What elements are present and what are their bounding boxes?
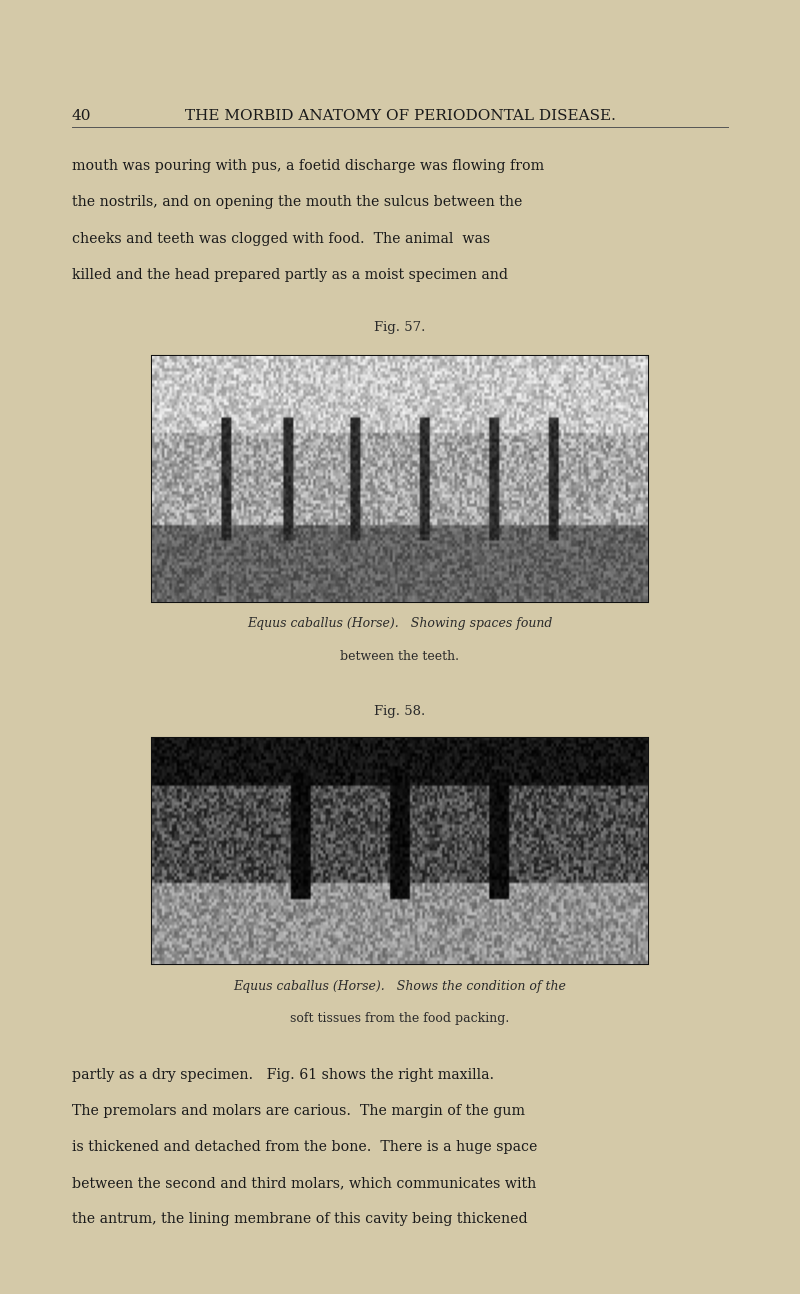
Text: between the second and third molars, which communicates with: between the second and third molars, whi… [72,1176,536,1190]
Text: is thickened and detached from the bone.  There is a huge space: is thickened and detached from the bone.… [72,1140,538,1154]
Text: 40: 40 [72,109,91,123]
Bar [152,738,648,964]
Bar [152,356,648,602]
Text: THE MORBID ANATOMY OF PERIODONTAL DISEASE.: THE MORBID ANATOMY OF PERIODONTAL DISEAS… [185,109,615,123]
Text: Equus caballus (Horse).   Showing spaces found: Equus caballus (Horse). Showing spaces f… [247,617,553,630]
Text: between the teeth.: between the teeth. [341,650,459,663]
Text: cheeks and teeth was clogged with food.  The animal  was: cheeks and teeth was clogged with food. … [72,232,490,246]
Text: partly as a dry specimen.   Fig. 61 shows the right maxilla.: partly as a dry specimen. Fig. 61 shows … [72,1068,494,1082]
Text: The premolars and molars are carious.  The margin of the gum: The premolars and molars are carious. Th… [72,1104,525,1118]
Text: soft tissues from the food packing.: soft tissues from the food packing. [290,1012,510,1025]
Text: Fig. 58.: Fig. 58. [374,705,426,718]
Text: Equus caballus (Horse).   Shows the condition of the: Equus caballus (Horse). Shows the condit… [234,980,566,992]
Text: the antrum, the lining membrane of this cavity being thickened: the antrum, the lining membrane of this … [72,1212,528,1227]
Text: the nostrils, and on opening the mouth the sulcus between the: the nostrils, and on opening the mouth t… [72,195,522,210]
Text: mouth was pouring with pus, a foetid discharge was flowing from: mouth was pouring with pus, a foetid dis… [72,159,544,173]
Text: Fig. 57.: Fig. 57. [374,321,426,334]
Text: killed and the head prepared partly as a moist specimen and: killed and the head prepared partly as a… [72,268,508,282]
